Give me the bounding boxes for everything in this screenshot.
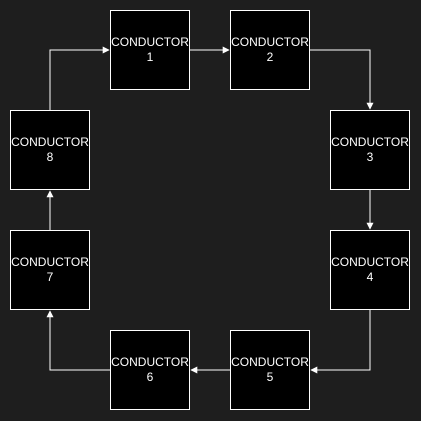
node-title: CONDUCTOR bbox=[11, 135, 89, 149]
conductor-node-8[interactable]: CONDUCTOR 8 bbox=[10, 110, 90, 190]
node-title: CONDUCTOR bbox=[331, 255, 409, 269]
node-title: CONDUCTOR bbox=[111, 35, 189, 49]
node-title: CONDUCTOR bbox=[231, 355, 309, 369]
conductor-node-7[interactable]: CONDUCTOR 7 bbox=[10, 230, 90, 310]
node-number: 7 bbox=[46, 270, 54, 284]
connector-c2-c3 bbox=[310, 49, 374, 110]
node-number: 2 bbox=[266, 50, 274, 64]
node-title: CONDUCTOR bbox=[11, 255, 89, 269]
node-number: 4 bbox=[366, 270, 374, 284]
connector-c4-c5 bbox=[310, 310, 371, 374]
node-number: 3 bbox=[366, 150, 374, 164]
conductor-node-2[interactable]: CONDUCTOR 2 bbox=[230, 10, 310, 90]
node-title: CONDUCTOR bbox=[331, 135, 409, 149]
connector-c8-c1 bbox=[49, 46, 110, 110]
node-number: 1 bbox=[146, 50, 154, 64]
conductor-node-1[interactable]: CONDUCTOR 1 bbox=[110, 10, 190, 90]
conductor-node-3[interactable]: CONDUCTOR 3 bbox=[330, 110, 410, 190]
node-number: 5 bbox=[266, 370, 274, 384]
node-title: CONDUCTOR bbox=[231, 35, 309, 49]
conductor-node-6[interactable]: CONDUCTOR 6 bbox=[110, 330, 190, 410]
conductor-node-5[interactable]: CONDUCTOR 5 bbox=[230, 330, 310, 410]
node-title: CONDUCTOR bbox=[111, 355, 189, 369]
conductor-node-4[interactable]: CONDUCTOR 4 bbox=[330, 230, 410, 310]
node-number: 6 bbox=[146, 370, 154, 384]
node-number: 8 bbox=[46, 150, 54, 164]
connector-c6-c7 bbox=[46, 310, 110, 371]
